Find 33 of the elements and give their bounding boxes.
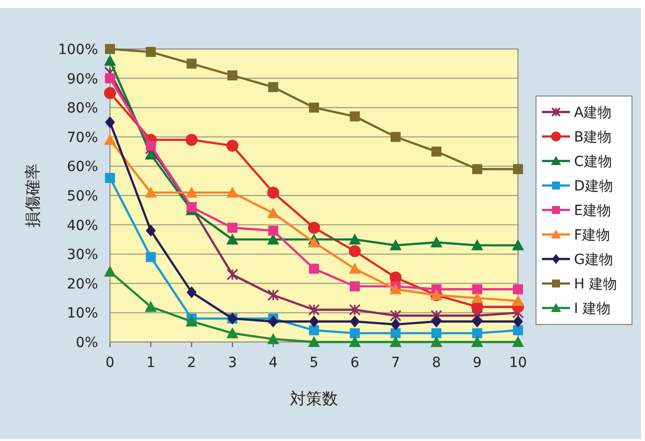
y-axis-title: 損傷確率 <box>23 164 42 228</box>
x-tick-label: 10 <box>509 355 527 371</box>
y-tick-label: 50% <box>66 188 98 204</box>
y-tick-label: 80% <box>66 100 98 117</box>
legend-label: I 建物 <box>574 301 611 317</box>
y-tick-label: 40% <box>66 218 98 234</box>
legend-label: C建物 <box>574 154 612 170</box>
legend-label: A建物 <box>574 105 612 121</box>
legend-label: H 建物 <box>574 276 617 292</box>
y-tick-label: 70% <box>66 130 98 146</box>
x-tick-label: 4 <box>268 355 278 371</box>
legend-label: B建物 <box>574 130 612 146</box>
x-tick-label: 2 <box>187 355 196 371</box>
x-tick-label: 6 <box>350 355 360 371</box>
legend-label: F建物 <box>574 228 610 244</box>
y-tick-label: 10% <box>66 306 98 322</box>
x-tick-label: 7 <box>391 355 400 371</box>
y-tick-label: 0% <box>76 335 98 351</box>
x-tick-label: 1 <box>146 355 156 371</box>
x-tick-label: 0 <box>106 355 114 371</box>
y-tick-label: 60% <box>66 159 98 176</box>
x-tick-label: 9 <box>472 355 482 371</box>
x-tick-label: 5 <box>310 355 318 371</box>
x-axis-title: 対策数 <box>290 389 338 408</box>
x-tick-label: 3 <box>228 355 237 371</box>
legend-label: E建物 <box>574 203 611 219</box>
y-tick-label: 90% <box>66 71 98 88</box>
y-tick-label: 30% <box>66 247 98 264</box>
x-tick-label: 8 <box>432 355 441 371</box>
legend-label: D建物 <box>574 178 613 194</box>
y-tick-label: 100% <box>58 42 98 58</box>
y-tick-label: 20% <box>66 276 98 292</box>
legend-label: G建物 <box>574 252 613 268</box>
